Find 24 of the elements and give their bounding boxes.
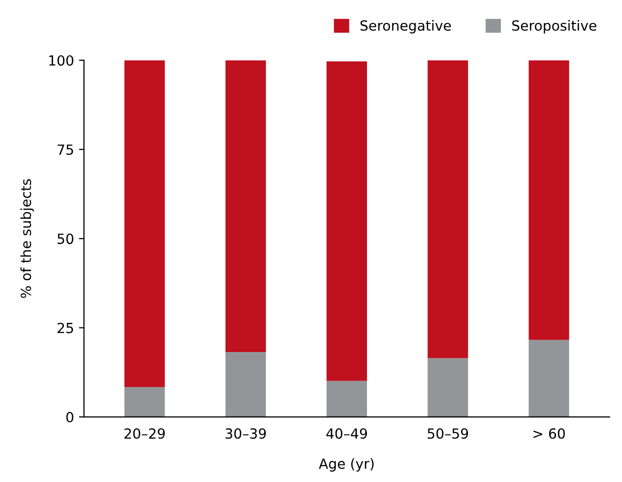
x-tick-label: 40–49: [326, 428, 367, 439]
bar: [225, 60, 266, 352]
legend-label: Seropositive: [512, 20, 596, 34]
bar: [528, 340, 570, 417]
bar: [124, 386, 165, 417]
x-tick-label: 30–39: [226, 428, 266, 439]
y-axis-title: % of the subjects: [20, 179, 34, 298]
bar: [528, 60, 570, 340]
y-tick-label: 25: [58, 322, 74, 334]
y-tick-label: 0: [66, 412, 74, 422]
x-tick-label: 50–59: [428, 428, 468, 439]
bar: [326, 380, 367, 417]
bar: [428, 358, 468, 417]
y-tick-label: 100: [49, 55, 74, 66]
y-tick-label: 50: [58, 234, 74, 244]
bar: [124, 60, 165, 387]
legend-label: Seronegative: [360, 20, 451, 34]
x-axis-title: Age (yr): [318, 458, 374, 472]
x-tick-label: 20–29: [124, 428, 165, 439]
x-tick-label: > 60: [534, 428, 565, 439]
bar: [326, 61, 367, 381]
y-tick-label: 75: [58, 144, 74, 155]
bar: [428, 60, 468, 358]
bar: [225, 352, 266, 417]
